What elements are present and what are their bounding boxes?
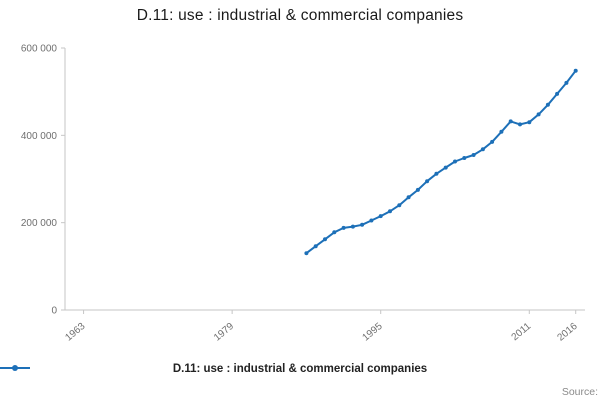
svg-text:1963: 1963 bbox=[63, 321, 87, 344]
svg-text:1995: 1995 bbox=[361, 321, 385, 344]
line-chart: 0 200 000 400 000 600 000 1963 1979 1995 2011 20… bbox=[21, 44, 585, 344]
svg-text:200 000: 200 000 bbox=[21, 218, 58, 229]
legend-line-marker-icon bbox=[0, 365, 30, 371]
svg-text:2011: 2011 bbox=[510, 321, 534, 344]
chart-title: D.11: use : industrial & commercial comp… bbox=[136, 7, 464, 24]
svg-text:400 000: 400 000 bbox=[21, 131, 58, 142]
legend-item[interactable]: D.11: use : industrial & commercial comp… bbox=[0, 363, 428, 375]
source-label: Source: bbox=[561, 386, 598, 398]
chart-legend: D.11: use : industrial & commercial comp… bbox=[0, 363, 600, 375]
svg-text:600 000: 600 000 bbox=[21, 44, 58, 55]
legend-label: D.11: use : industrial & commercial comp… bbox=[172, 363, 428, 375]
svg-text:1979: 1979 bbox=[212, 321, 236, 344]
svg-text:0: 0 bbox=[51, 306, 57, 317]
svg-text:2016: 2016 bbox=[556, 321, 580, 344]
